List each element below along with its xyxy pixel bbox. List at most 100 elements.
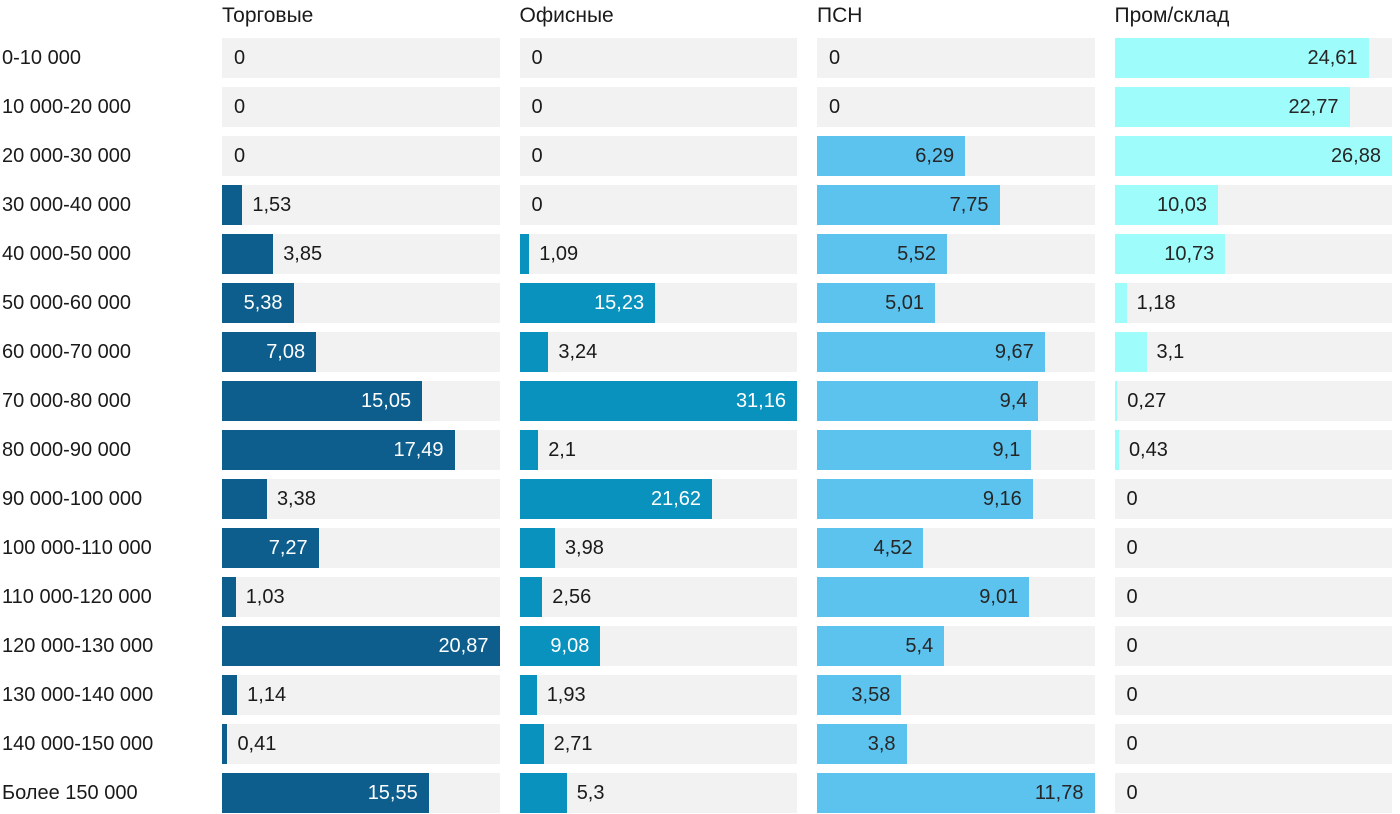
bar-cell: 0	[1114, 626, 1392, 666]
bar	[222, 675, 238, 715]
bar	[222, 332, 317, 372]
value-label: 7,75	[949, 194, 989, 216]
bar	[817, 577, 1030, 617]
bar-cell: 31,16	[519, 381, 797, 421]
value-label: 0	[234, 96, 246, 118]
bar-cell: 0	[519, 38, 797, 78]
bar-cell: 9,08	[519, 626, 797, 666]
bar	[1114, 185, 1219, 225]
bar	[519, 724, 544, 764]
value-label: 10,03	[1156, 194, 1208, 216]
bar-cell: 15,05	[222, 381, 500, 421]
value-label: 9,01	[979, 586, 1019, 608]
bar	[817, 528, 924, 568]
bar	[519, 283, 656, 323]
value-label: 5,4	[905, 635, 934, 657]
bar-cell: 3,1	[1114, 332, 1392, 372]
row-label: 40 000-50 000	[2, 243, 132, 265]
bar	[519, 773, 567, 813]
chart-row: 130 000-140 000 1,14 1,93 3,58 0	[0, 675, 1392, 715]
bar-cell: 0	[222, 136, 500, 176]
value-label: 3,8	[867, 733, 896, 755]
bar	[222, 528, 319, 568]
row-label: 70 000-80 000	[2, 390, 132, 412]
chart-row: 60 000-70 000 7,08 3,24 9,67 3,1	[0, 332, 1392, 372]
bar-cell: 1,09	[519, 234, 797, 274]
bar-cell: 7,27	[222, 528, 500, 568]
bar-cell: 0	[1114, 479, 1392, 519]
row-label: 20 000-30 000	[2, 145, 132, 167]
bar-cell: 5,52	[817, 234, 1095, 274]
value-label: 3,58	[851, 684, 891, 706]
bar-cell: 3,98	[519, 528, 797, 568]
value-label: 2,56	[552, 586, 592, 608]
value-label: 7,27	[268, 537, 308, 559]
value-label: 22,77	[1288, 96, 1339, 118]
value-label: 21,62	[650, 488, 702, 510]
chart-row: 100 000-110 000 7,27 3,98 4,52 0	[0, 528, 1392, 568]
bar-cell: 9,67	[817, 332, 1095, 372]
bar-cell: 11,78	[817, 773, 1095, 813]
bar-cell: 0	[1114, 675, 1392, 715]
value-label: 0	[531, 96, 543, 118]
value-label: 1,18	[1136, 292, 1176, 314]
bar	[222, 185, 243, 225]
chart-rows: 0-10 000 0 0 0 24,61 10 000-20 000 0 0 0 22,77 20 …	[0, 38, 1392, 813]
chart-row: 110 000-120 000 1,03 2,56 9,01 0	[0, 577, 1392, 617]
bar-cell: 3,85	[222, 234, 500, 274]
bar	[817, 332, 1045, 372]
bar-cell: 0	[222, 38, 500, 78]
bar	[817, 136, 966, 176]
bar	[519, 675, 537, 715]
bar-cell: 7,75	[817, 185, 1095, 225]
bar	[519, 381, 797, 421]
bar	[519, 332, 549, 372]
bar	[817, 479, 1033, 519]
bar	[222, 381, 423, 421]
bar-cell: 22,77	[1114, 87, 1392, 127]
row-label: 50 000-60 000	[2, 292, 132, 314]
bar-cell: 10,03	[1114, 185, 1392, 225]
chart-row: 50 000-60 000 5,38 15,23 5,01 1,18	[0, 283, 1392, 323]
bar	[519, 234, 530, 274]
bar-cell: 2,56	[519, 577, 797, 617]
bar-cell: 5,38	[222, 283, 500, 323]
bar-cell: 0	[1114, 577, 1392, 617]
value-label: 9,08	[550, 635, 590, 657]
row-label: 110 000-120 000	[2, 586, 152, 608]
bar	[1114, 87, 1350, 127]
chart-row: 80 000-90 000 17,49 2,1 9,1 0,43	[0, 430, 1392, 470]
bar-cell: 5,01	[817, 283, 1095, 323]
value-label: 26,88	[1330, 145, 1381, 167]
bar-cell: 0,27	[1114, 381, 1392, 421]
value-label: 1,53	[252, 194, 292, 216]
bar-cell: 3,38	[222, 479, 500, 519]
value-label: 15,55	[367, 782, 418, 804]
row-label: 10 000-20 000	[2, 96, 132, 118]
value-label: 0,43	[1128, 439, 1168, 461]
bar-cell: 9,4	[817, 381, 1095, 421]
chart-row: Более 150 000 15,55 5,3 11,78 0	[0, 773, 1392, 813]
row-label: 60 000-70 000	[2, 341, 132, 363]
value-label: 9,67	[994, 341, 1034, 363]
value-label: 2,1	[548, 439, 576, 461]
bar	[817, 430, 1032, 470]
column-header-ofisnye: Офисные	[519, 4, 614, 27]
bar	[222, 773, 429, 813]
bar-cell: 1,14	[222, 675, 500, 715]
value-label: 9,4	[999, 390, 1028, 412]
chart-row: 70 000-80 000 15,05 31,16 9,4 0,27	[0, 381, 1392, 421]
row-label: 90 000-100 000	[2, 488, 143, 510]
bar-cell: 3,24	[519, 332, 797, 372]
bar	[222, 626, 500, 666]
bar-cell: 9,1	[817, 430, 1095, 470]
bar	[817, 283, 936, 323]
bar-cell: 0,43	[1114, 430, 1392, 470]
value-label: 5,01	[885, 292, 925, 314]
bar-cell: 5,3	[519, 773, 797, 813]
row-label: 80 000-90 000	[2, 439, 132, 461]
value-label: 0,27	[1127, 390, 1167, 412]
bar-cell: 24,61	[1114, 38, 1392, 78]
value-label: 3,1	[1156, 341, 1185, 363]
